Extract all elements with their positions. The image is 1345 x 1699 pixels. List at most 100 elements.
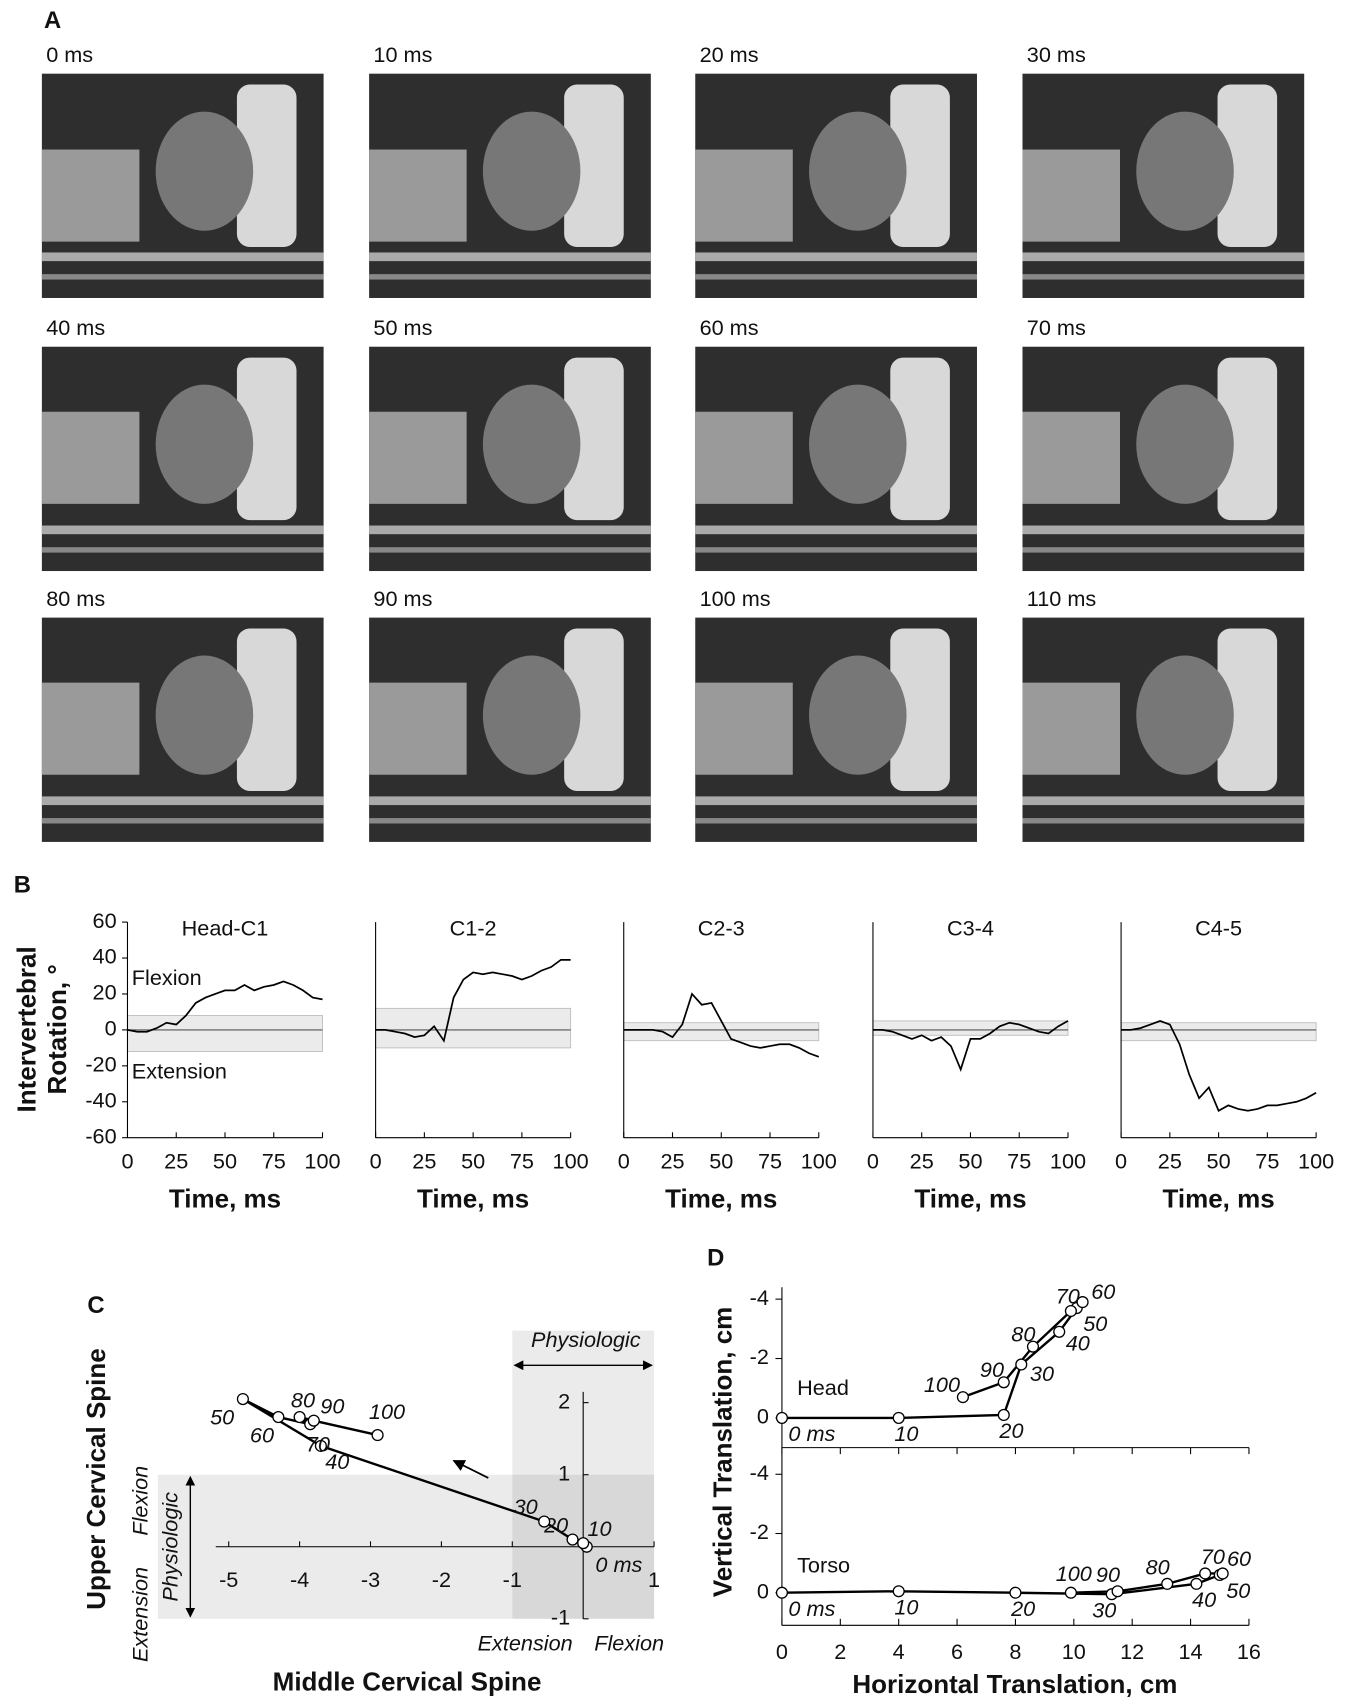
chart-title: C1-2	[450, 915, 497, 940]
x-tick-label: 2	[834, 1639, 846, 1664]
physiologic-band	[623, 1022, 820, 1042]
y-tick-label: 0	[105, 1016, 117, 1041]
x-tick-label: 12	[1120, 1639, 1144, 1664]
rotation-line	[1121, 1020, 1317, 1113]
time-point	[293, 1410, 306, 1424]
frame-rail	[695, 547, 977, 553]
rotation-line	[623, 992, 820, 1058]
point-label: 80	[1146, 1554, 1170, 1579]
x-tick-label: 0	[867, 1148, 879, 1173]
x-tick-label: 100	[304, 1148, 340, 1173]
annotation: Physiologic	[531, 1327, 641, 1352]
annotation: Flexion	[127, 1466, 152, 1536]
x-tick-label: 25	[660, 1148, 684, 1173]
frame-rail	[41, 818, 324, 824]
x-axis-label: Time, ms	[914, 1183, 1026, 1213]
point-label: 80	[291, 1388, 315, 1413]
frame-board	[890, 357, 950, 521]
frame-head	[482, 384, 581, 504]
frame-label: 0 ms	[46, 42, 93, 67]
x-axis-label: Time, ms	[417, 1183, 529, 1213]
point-label: 30	[514, 1494, 538, 1519]
frame-rail	[41, 525, 324, 535]
time-point	[997, 1408, 1010, 1422]
x-tick-label: 50	[461, 1148, 485, 1173]
frame-head	[809, 655, 907, 775]
frame-head	[155, 384, 254, 504]
time-point	[236, 1392, 249, 1406]
trajectory	[781, 1301, 1084, 1420]
frame-fixture	[369, 149, 467, 242]
time-point	[997, 1376, 1010, 1389]
time-point	[775, 1411, 789, 1424]
x-tick-label: 50	[1207, 1148, 1231, 1173]
frame-rail	[41, 796, 324, 806]
x-tick-label: 50	[958, 1148, 982, 1173]
time-point	[1026, 1340, 1040, 1353]
x-axis-label: Time, ms	[665, 1183, 777, 1213]
x-tick-label: 100	[801, 1148, 837, 1173]
y-axis-label: Rotation, °	[42, 964, 72, 1094]
x-tick-label: 8	[1009, 1639, 1021, 1664]
time-point	[272, 1410, 285, 1424]
point-label: 70	[1056, 1284, 1080, 1309]
point-label: 0 ms	[788, 1596, 835, 1621]
point-label: 60	[1227, 1546, 1251, 1571]
time-point	[1015, 1358, 1028, 1371]
y-tick-label: -1	[551, 1605, 570, 1630]
x-tick-label: 25	[1158, 1148, 1182, 1173]
frame-rail	[369, 252, 651, 262]
point-label: 30	[1030, 1361, 1054, 1386]
y-tick-label: 0	[757, 1578, 769, 1603]
time-point	[1064, 1586, 1077, 1599]
x-tick-label: 10	[1062, 1639, 1086, 1664]
frame-fixture	[1022, 682, 1121, 775]
point-label: 40	[325, 1449, 349, 1474]
frame-board	[236, 84, 297, 248]
time-point	[1064, 1304, 1077, 1318]
y-tick-label: 60	[93, 908, 117, 933]
x-tick-label: 0	[370, 1148, 382, 1173]
frame-label: 90 ms	[373, 586, 432, 611]
physiologic-band	[375, 1007, 572, 1049]
x-tick-label: 75	[510, 1148, 534, 1173]
point-label: 0 ms	[595, 1552, 642, 1577]
y-tick-label: -20	[85, 1052, 116, 1077]
time-point	[577, 1537, 590, 1550]
time-point	[956, 1391, 969, 1404]
frame-fixture	[41, 411, 140, 504]
frame-label: 60 ms	[700, 315, 759, 340]
frame-board	[890, 84, 950, 248]
point-label: 100	[924, 1372, 960, 1397]
point-label: 50	[1226, 1578, 1250, 1603]
x-axis-label: Middle Cervical Spine	[273, 1667, 542, 1697]
frame-fixture	[695, 149, 793, 242]
y-tick-label: -2	[750, 1344, 769, 1369]
frame-board	[236, 357, 297, 521]
x-tick-label: 100	[1298, 1148, 1334, 1173]
frame-rail	[41, 252, 324, 262]
x-tick-label: -5	[219, 1567, 238, 1592]
point-label: 70	[1201, 1544, 1225, 1569]
x-tick-label: 100	[553, 1148, 589, 1173]
x-tick-label: 14	[1179, 1639, 1203, 1664]
time-point	[538, 1515, 551, 1528]
y-tick-label: 1	[558, 1460, 570, 1485]
annotation: Flexion	[594, 1631, 664, 1656]
y-axis-label: Intervertebral	[12, 946, 42, 1112]
frame-fixture	[695, 682, 793, 775]
point-label: 90	[320, 1393, 344, 1418]
frame-fixture	[1022, 411, 1121, 504]
frame-fixture	[369, 411, 467, 504]
chart-title: Head-C1	[182, 915, 269, 940]
point-label: 10	[894, 1594, 918, 1619]
x-tick-label: 0	[121, 1148, 133, 1173]
rotation-line	[127, 980, 323, 1033]
time-point	[566, 1533, 579, 1546]
time-point	[1199, 1567, 1212, 1580]
x-tick-label: 16	[1237, 1639, 1261, 1664]
point-label: 90	[1096, 1562, 1120, 1587]
point-label: 50	[1083, 1311, 1107, 1336]
x-tick-label: 75	[1007, 1148, 1031, 1173]
frame-board	[564, 84, 624, 248]
